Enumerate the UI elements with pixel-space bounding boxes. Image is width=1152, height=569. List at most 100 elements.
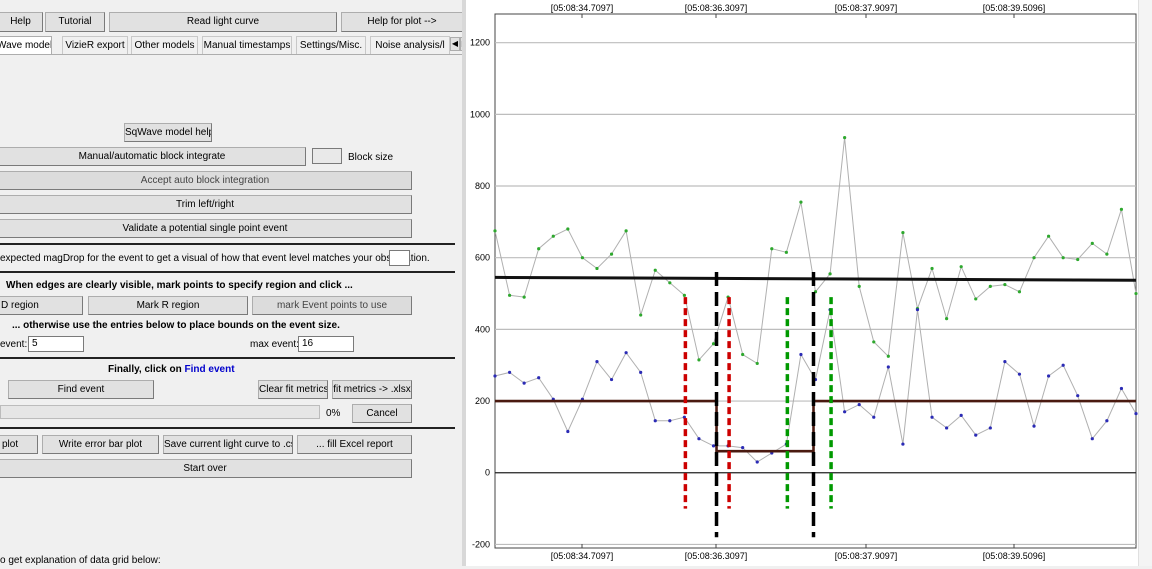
- data-point: [1134, 291, 1138, 296]
- data-point: [959, 413, 963, 417]
- data-point: [639, 370, 643, 374]
- data-point: [1090, 437, 1094, 441]
- tab-scroll-left-icon[interactable]: ◀: [450, 37, 460, 51]
- tab-manual-timestamps[interactable]: Manual timestamps: [202, 36, 292, 54]
- block-integrate-button[interactable]: Manual/automatic block integrate: [0, 147, 306, 166]
- save-light-curve-csv-button[interactable]: Save current light curve to .csv: [163, 435, 293, 454]
- fit-metrics-export-button[interactable]: fit metrics -> .xlsx: [332, 380, 412, 399]
- min-event-input[interactable]: 5: [28, 336, 84, 352]
- fill-excel-report-button[interactable]: ... fill Excel report: [297, 435, 412, 454]
- data-point: [988, 426, 992, 430]
- data-point: [857, 284, 861, 288]
- data-point: [974, 297, 978, 301]
- data-point: [668, 419, 672, 423]
- data-point: [682, 293, 686, 297]
- light-curve-chart[interactable]: -200 0 200 400 600 800 1000 1200 [05:08:34.7097]…: [466, 0, 1152, 566]
- data-point: [901, 442, 905, 446]
- section-divider: [0, 357, 455, 359]
- plot-right-scrollbar[interactable]: [1138, 0, 1152, 566]
- find-event-link[interactable]: Find event: [184, 364, 235, 375]
- data-point: [639, 313, 643, 317]
- accept-auto-block-button[interactable]: Accept auto block integration: [0, 171, 412, 190]
- block-size-input[interactable]: [312, 148, 342, 164]
- data-point: [741, 446, 745, 450]
- data-point: [493, 229, 497, 233]
- data-point: [697, 437, 701, 441]
- data-point: [843, 410, 847, 414]
- read-light-curve-button[interactable]: Read light curve: [109, 12, 337, 32]
- data-point: [1119, 207, 1124, 211]
- data-point: [1046, 374, 1051, 378]
- max-event-input[interactable]: 16: [298, 336, 354, 352]
- otherwise-instruction: ... otherwise use the entries below to p…: [12, 320, 340, 331]
- x-tick-label-bottom: [05:08:34.7097]: [551, 551, 614, 561]
- finally-prefix: Finally, click on: [108, 364, 185, 375]
- data-point: [945, 426, 949, 430]
- plot-frame: [494, 13, 1137, 549]
- magdrop-input[interactable]: [389, 250, 410, 266]
- help-for-plot-button[interactable]: Help for plot -->: [341, 12, 462, 32]
- data-point: [580, 256, 585, 260]
- data-point: [770, 247, 774, 251]
- data-point: [595, 266, 599, 271]
- tab-wave-model[interactable]: Wave model: [0, 36, 52, 54]
- data-point: [945, 317, 949, 321]
- tab-content-border: [0, 54, 462, 55]
- data-point: [522, 381, 526, 385]
- data-point: [974, 433, 978, 437]
- data-point: [915, 308, 920, 312]
- data-point: [1017, 372, 1022, 376]
- x-tick-label-top: [05:08:36.3097]: [685, 3, 748, 13]
- x-tick-label-bottom: [05:08:39.5096]: [983, 551, 1046, 561]
- tutorial-button[interactable]: Tutorial: [45, 12, 105, 32]
- data-point: [959, 265, 963, 269]
- tab-scroll-right-icon[interactable]: ▶: [460, 37, 462, 51]
- tab-other-models[interactable]: Other models: [131, 36, 198, 54]
- data-point: [493, 374, 497, 378]
- data-point: [1003, 282, 1007, 287]
- data-point: [1046, 234, 1051, 238]
- mark-d-region-button[interactable]: D region: [0, 296, 83, 315]
- data-point: [930, 266, 934, 271]
- find-event-button[interactable]: Find event: [8, 380, 154, 399]
- cancel-button[interactable]: Cancel: [352, 404, 412, 423]
- data-point: [843, 136, 847, 140]
- help-button[interactable]: Help: [0, 12, 43, 32]
- data-point: [653, 419, 657, 423]
- data-point: [507, 370, 512, 374]
- tab-settings-misc[interactable]: Settings/Misc.: [296, 36, 366, 54]
- data-point: [799, 352, 803, 357]
- mark-r-region-button[interactable]: Mark R region: [88, 296, 248, 315]
- tab-vizier-export[interactable]: VizieR export: [62, 36, 128, 54]
- data-point: [1003, 360, 1007, 364]
- data-point: [1061, 363, 1065, 367]
- data-point: [595, 360, 599, 364]
- panel-splitter[interactable]: [462, 0, 466, 566]
- y-tick-label: 800: [475, 181, 490, 191]
- data-point: [522, 295, 526, 299]
- y-tick-label: 400: [475, 324, 490, 334]
- sqwave-help-button[interactable]: SqWave model help: [124, 123, 212, 142]
- write-error-bar-plot-button[interactable]: Write error bar plot: [42, 435, 159, 454]
- data-point: [711, 444, 716, 448]
- data-point: [1017, 290, 1022, 294]
- mark-event-points-button[interactable]: mark Event points to use: [252, 296, 412, 315]
- progress-bar: [0, 405, 320, 419]
- clear-fit-metrics-button[interactable]: Clear fit metrics: [258, 380, 328, 399]
- data-point: [566, 227, 570, 231]
- data-point: [566, 429, 570, 434]
- data-point: [609, 377, 614, 382]
- plot-button[interactable]: plot: [0, 435, 38, 454]
- data-point: [537, 376, 541, 380]
- section-divider: [0, 271, 455, 273]
- data-point: [872, 415, 876, 419]
- tab-noise-analysis-l[interactable]: Noise analysis/l: [370, 36, 450, 54]
- square-wave-model-line: [495, 399, 1136, 453]
- trim-left-right-button[interactable]: Trim left/right: [0, 195, 412, 214]
- data-point: [886, 354, 890, 358]
- validate-single-point-button[interactable]: Validate a potential single point event: [0, 219, 412, 238]
- data-point: [1032, 256, 1036, 260]
- data-point: [1061, 256, 1065, 260]
- x-tick-label-bottom: [05:08:37.9097]: [835, 551, 898, 561]
- start-over-button[interactable]: Start over: [0, 459, 412, 478]
